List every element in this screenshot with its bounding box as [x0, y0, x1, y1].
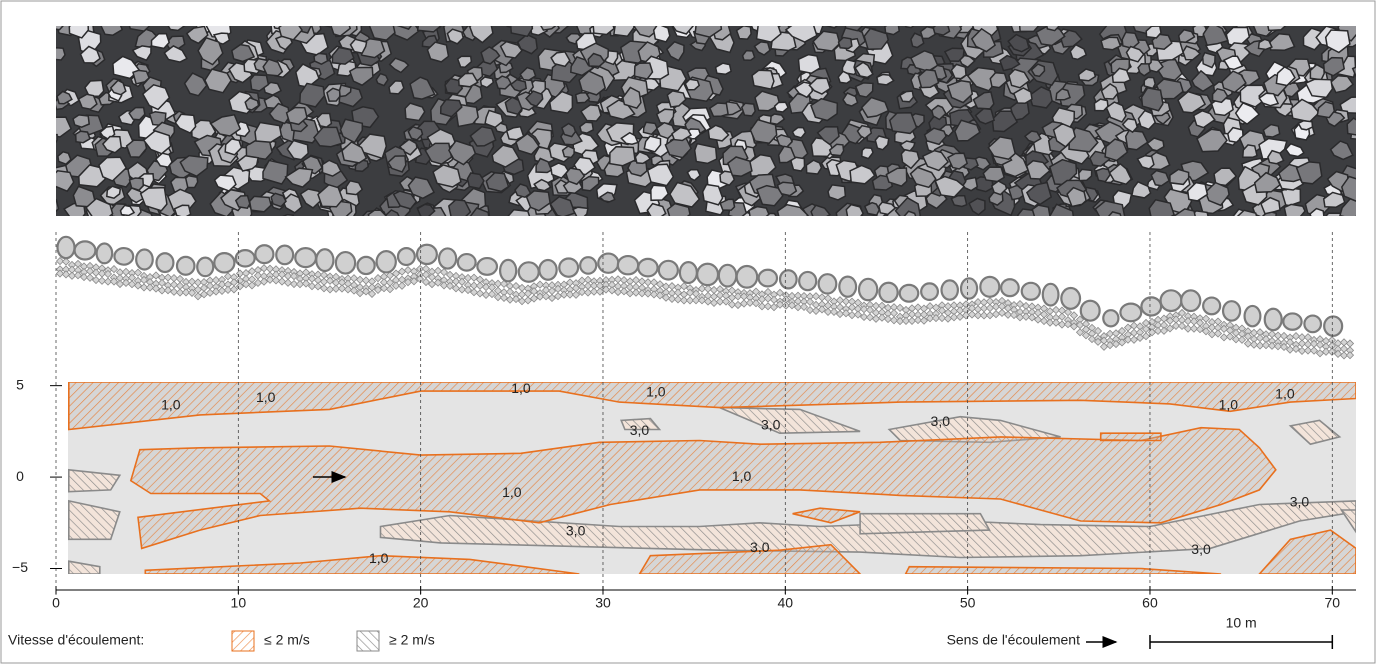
cross-section: [56, 237, 1353, 359]
contour-label: 3,0: [750, 539, 770, 555]
x-tick-label: 50: [960, 595, 976, 611]
riprap-photo: [41, 8, 1371, 234]
contour-label: 1,0: [256, 389, 276, 405]
flow-label: Sens de l'écoulement: [947, 632, 1081, 648]
contour-label: 1,0: [369, 550, 389, 566]
legend: Vitesse d'écoulement: Sens de l'écouleme…: [8, 615, 1332, 651]
contour-label: 3,0: [761, 417, 781, 433]
contour-label: 1,0: [1219, 396, 1239, 412]
x-tick-label: 40: [778, 595, 794, 611]
legend-label: ≥ 2 m/s: [389, 632, 435, 648]
contour-label: 1,0: [1275, 386, 1295, 402]
contour-label: 3,0: [1191, 541, 1211, 557]
contour-label: 1,0: [161, 396, 181, 412]
x-tick-label: 60: [1142, 595, 1158, 611]
y-tick-label: −5: [12, 559, 28, 575]
contour-label: 3,0: [566, 523, 586, 539]
x-tick-label: 20: [413, 595, 429, 611]
legend-swatch: [357, 631, 379, 651]
y-tick-label: 5: [16, 376, 24, 392]
figure: 1,0 1,0 1,0 1,0 3,0 3,0 3,0 1,0 1,0 1,0 1,0 3,0 3,0 3…: [0, 0, 1376, 664]
contour-label: 1,0: [511, 380, 531, 396]
contour-label: 1,0: [502, 484, 522, 500]
x-tick-label: 70: [1325, 595, 1341, 611]
contour-label: 3,0: [630, 422, 650, 438]
contour-label: 3,0: [931, 413, 951, 429]
legend-label: ≤ 2 m/s: [264, 632, 310, 648]
scale-bar-label: 10 m: [1226, 615, 1257, 631]
contour-label: 1,0: [646, 384, 666, 400]
velocity-region: [860, 514, 989, 534]
contour-label: 3,0: [1290, 493, 1310, 509]
velocity-region: [1101, 433, 1161, 440]
y-tick-label: 0: [16, 468, 24, 484]
legend-title: Vitesse d'écoulement:: [8, 632, 144, 648]
legend-swatch: [232, 631, 254, 651]
x-tick-label: 0: [52, 595, 60, 611]
x-tick-label: 10: [231, 595, 247, 611]
contour-label: 1,0: [732, 468, 752, 484]
x-tick-label: 30: [595, 595, 611, 611]
